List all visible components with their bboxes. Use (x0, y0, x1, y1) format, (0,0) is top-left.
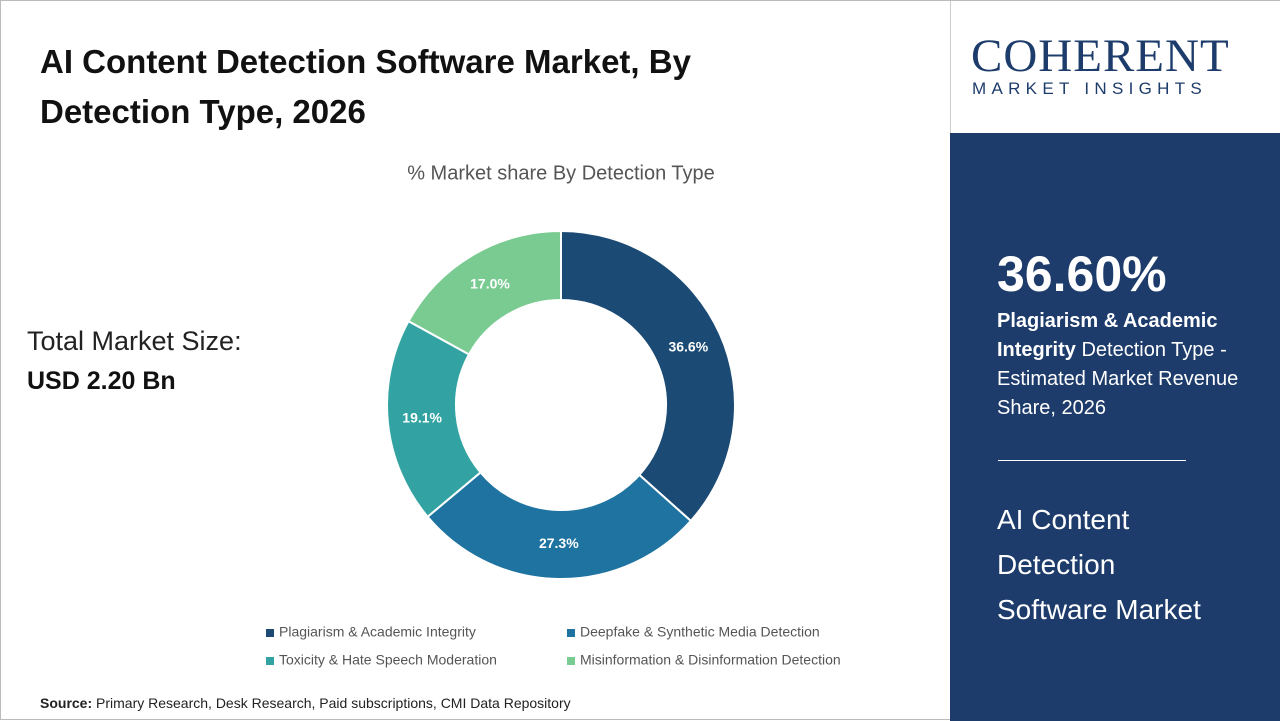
highlight-value: 36.60% (997, 246, 1167, 302)
data-label: 27.3% (539, 535, 579, 551)
donut-segment (407, 229, 562, 356)
legend-label: Deepfake & Synthetic Media Detection (580, 624, 820, 640)
chart-title: AI Content Detection Software Market, By… (40, 43, 691, 130)
market-name-line: Software Market (997, 594, 1201, 625)
source-label: Source: (40, 695, 93, 711)
market-size-label: Total Market Size: (27, 326, 242, 356)
donut-segment (560, 229, 736, 523)
legend-swatch (266, 629, 274, 637)
market-name: AI Content Detection Software Market (997, 497, 1201, 632)
data-label: 17.0% (470, 276, 510, 292)
data-label: 36.6% (668, 339, 708, 355)
sidebar (950, 133, 1280, 721)
highlight-text: Detection Type - Estimated Market Revenu… (997, 339, 1239, 419)
data-label: 19.1% (402, 409, 442, 425)
legend-label: Toxicity & Hate Speech Moderation (279, 652, 497, 668)
logo-tagline: MARKET INSIGHTS (972, 79, 1208, 98)
market-name-line: Detection (997, 549, 1116, 580)
legend-swatch (567, 657, 575, 665)
legend-label: Misinformation & Disinformation Detectio… (580, 652, 841, 668)
source-text: Primary Research, Desk Research, Paid su… (96, 695, 571, 711)
legend-label: Plagiarism & Academic Integrity (279, 624, 476, 640)
legend-swatch (567, 629, 575, 637)
logo-name: COHERENT (971, 30, 1230, 82)
logo-panel (950, 1, 1280, 133)
highlight-description: Plagiarism & Academic Integrity Detectio… (997, 307, 1267, 423)
market-name-line: AI Content (997, 504, 1130, 535)
source: Source: Primary Research, Desk Research,… (40, 695, 571, 711)
separator (998, 460, 1186, 461)
chart: % Market share By Detection Type 36.6% 27… (266, 162, 841, 668)
legend-swatch (266, 657, 274, 665)
highlight-segment: Plagiarism & Academic Integrity (997, 310, 1218, 361)
donut-segment (426, 471, 693, 580)
chart-subtitle: % Market share By Detection Type (407, 162, 715, 184)
market-size-value: USD 2.20 Bn (27, 367, 176, 395)
